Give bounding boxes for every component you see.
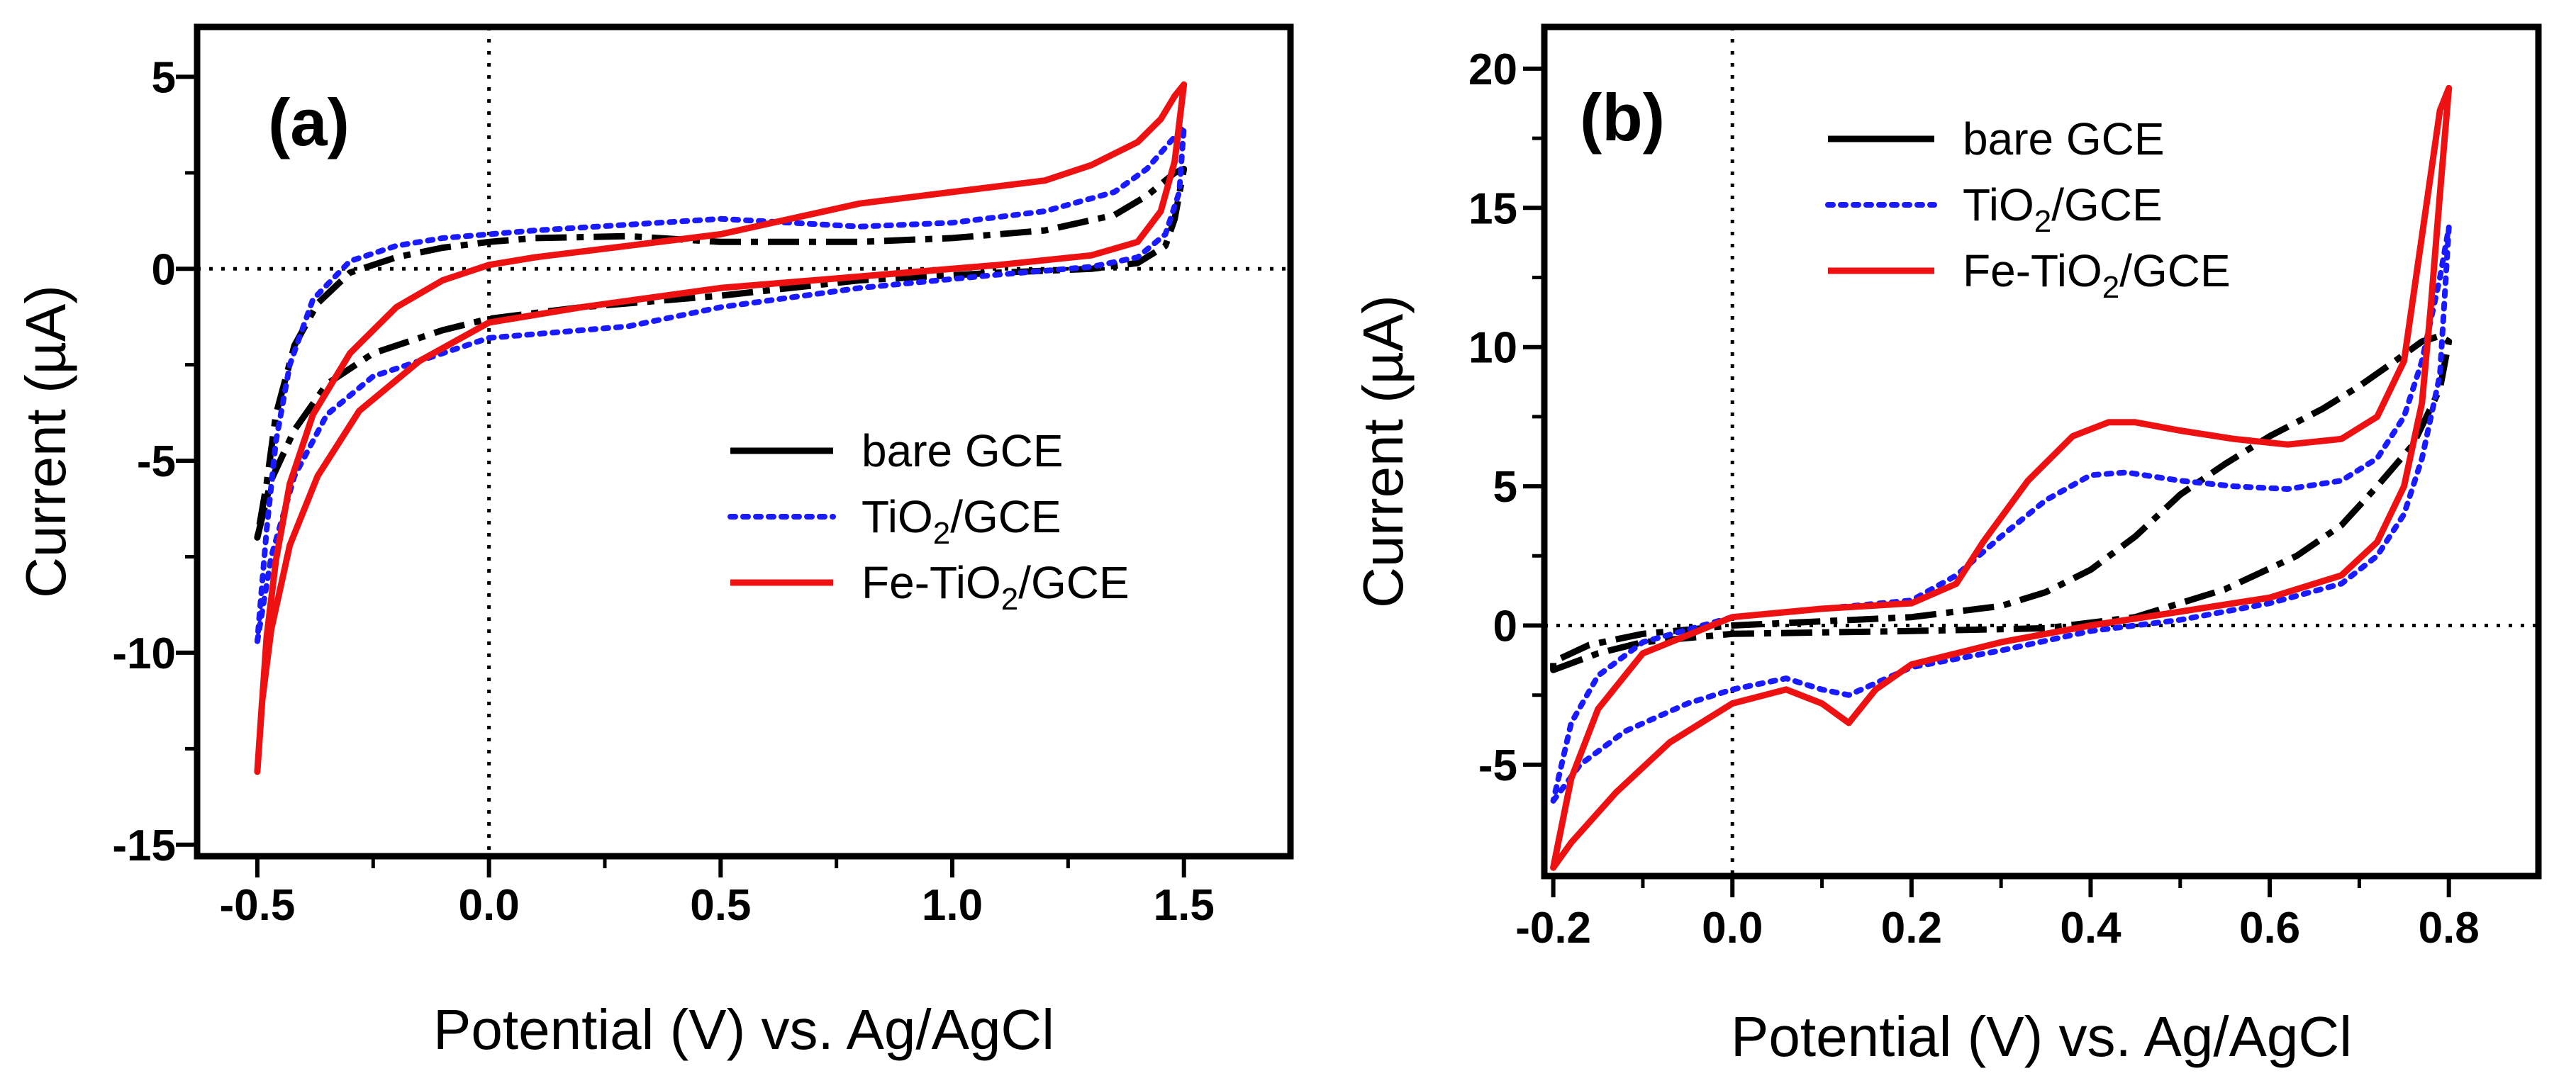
series-bare	[254, 165, 1188, 541]
y-tick-label: 10	[1468, 324, 1517, 373]
y-tick-label: 0	[152, 245, 176, 294]
legend-label-tio2: TiO2/GCE	[862, 491, 1061, 551]
panel-b-x-axis-label: Potential (V) vs. Ag/AgCl	[1731, 1005, 2352, 1068]
y-tick-label: -5	[1478, 741, 1517, 790]
legend-label-bare: bare GCE	[862, 425, 1064, 476]
panel-b-ticks: -0.2 0.0 0.2 0.4 0.6 0.8 -5 0 5 10 15 20	[1468, 45, 2480, 953]
y-tick-label: 0	[1493, 602, 1517, 651]
y-tick-label: 20	[1468, 45, 1517, 94]
series-tio2	[1550, 224, 2452, 804]
x-tick-label: -0.5	[220, 881, 296, 930]
legend-label-fe: Fe-TiO2/GCE	[862, 557, 1130, 617]
panel-a-x-axis-label: Potential (V) vs. Ag/AgCl	[433, 998, 1054, 1061]
x-tick-label: 0.8	[2419, 904, 2480, 953]
panel-a-plot-frame	[194, 23, 1294, 860]
panel-b-label: (b)	[1580, 80, 1665, 155]
panel-a-reference-lines	[197, 27, 1290, 856]
panel-a-ticks: -0.5 0.0 0.5 1.0 1.5 -15 -10 -5 0 5	[112, 53, 1214, 930]
y-tick-label: 5	[1493, 463, 1517, 512]
panel-b-series	[1550, 84, 2453, 871]
series-fe	[1550, 84, 2453, 871]
x-tick-label: 0.2	[1881, 904, 1942, 953]
panel-a-label: (a)	[268, 85, 350, 159]
panel-b-plot-frame	[1541, 23, 2542, 880]
series-bare	[1550, 332, 2453, 673]
series-fe	[254, 81, 1188, 775]
y-tick-label: 15	[1468, 184, 1517, 233]
panel-a: -0.5 0.0 0.5 1.0 1.5 -15 -10 -5 0 5 (a) Potential…	[14, 23, 1294, 1061]
panel-a-y-axis-label: Current (µA)	[14, 285, 77, 598]
series-tio2	[254, 123, 1187, 644]
y-tick-label: 5	[152, 53, 176, 102]
panel-b-y-axis-label: Current (µA)	[1351, 295, 1415, 608]
legend-label-tio2: TiO2/GCE	[1963, 179, 2163, 239]
x-tick-label: 1.5	[1154, 881, 1215, 930]
y-tick-label: -10	[112, 629, 176, 678]
x-tick-label: 0.0	[1702, 904, 1763, 953]
x-tick-label: 0.5	[690, 881, 751, 930]
x-tick-label: 0.0	[459, 881, 520, 930]
panel-b: -0.2 0.0 0.2 0.4 0.6 0.8 -5 0 5 10 15 20 (b) Potent…	[1351, 23, 2542, 1068]
x-tick-label: -0.2	[1515, 904, 1591, 953]
legend-label-fe: Fe-TiO2/GCE	[1963, 245, 2231, 305]
x-tick-label: 0.6	[2239, 904, 2300, 953]
y-tick-label: -5	[137, 437, 176, 486]
x-tick-label: 1.0	[922, 881, 983, 930]
x-tick-label: 0.4	[2060, 904, 2121, 953]
y-tick-label: -15	[112, 821, 176, 870]
panel-a-series	[254, 81, 1188, 775]
legend-label-bare: bare GCE	[1963, 113, 2165, 164]
